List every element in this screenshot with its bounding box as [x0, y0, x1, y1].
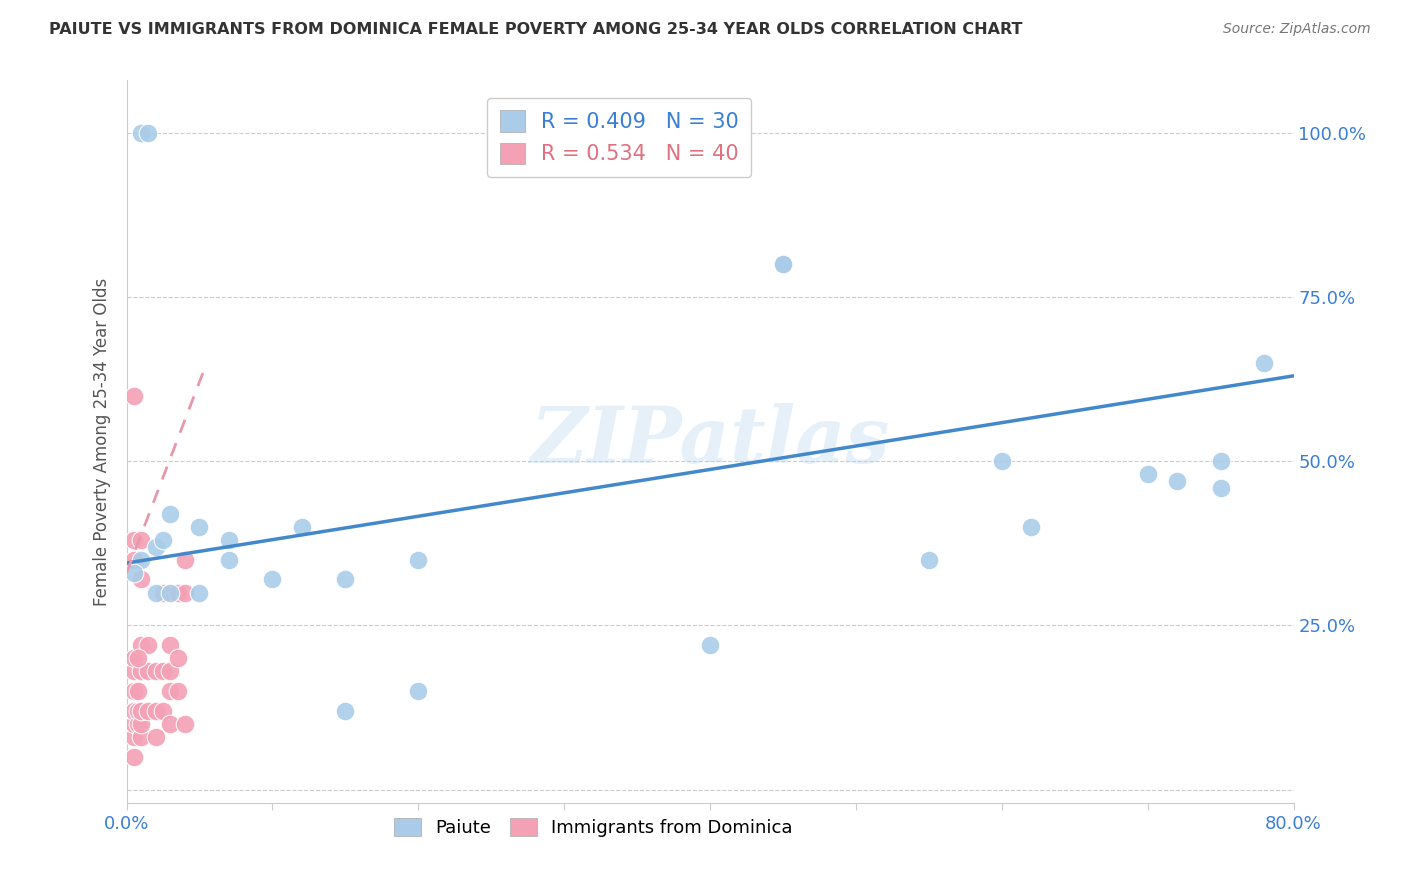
Point: [122, 553, 145, 567]
Point: [159, 507, 181, 521]
Point: [129, 665, 152, 679]
Point: [145, 585, 167, 599]
Point: [138, 126, 160, 140]
Point: [159, 717, 181, 731]
Point: [159, 585, 181, 599]
Point: [122, 704, 145, 718]
Point: [990, 454, 1012, 468]
Point: [129, 573, 152, 587]
Point: [408, 684, 430, 698]
Point: [188, 520, 211, 534]
Point: [145, 540, 167, 554]
Point: [918, 553, 941, 567]
Point: [129, 717, 152, 731]
Point: [159, 638, 181, 652]
Point: [152, 704, 174, 718]
Point: [335, 573, 357, 587]
Point: [122, 717, 145, 731]
Point: [138, 638, 160, 652]
Point: [152, 533, 174, 547]
Point: [122, 388, 145, 402]
Point: [122, 730, 145, 744]
Point: [699, 638, 721, 652]
Text: Source: ZipAtlas.com: Source: ZipAtlas.com: [1223, 22, 1371, 37]
Point: [1209, 481, 1232, 495]
Point: [122, 651, 145, 665]
Point: [122, 684, 145, 698]
Point: [218, 533, 240, 547]
Point: [290, 520, 312, 534]
Point: [145, 730, 167, 744]
Point: [129, 704, 152, 718]
Point: [166, 651, 188, 665]
Point: [174, 717, 197, 731]
Point: [159, 665, 181, 679]
Point: [408, 553, 430, 567]
Point: [127, 704, 149, 718]
Point: [772, 257, 794, 271]
Point: [145, 665, 167, 679]
Point: [129, 730, 152, 744]
Point: [166, 585, 188, 599]
Point: [129, 533, 152, 547]
Point: [1019, 520, 1042, 534]
Point: [335, 704, 357, 718]
Point: [1166, 474, 1188, 488]
Point: [152, 585, 174, 599]
Point: [188, 585, 211, 599]
Point: [122, 749, 145, 764]
Point: [129, 638, 152, 652]
Point: [152, 665, 174, 679]
Text: ZIPatlas: ZIPatlas: [530, 403, 890, 480]
Point: [129, 126, 152, 140]
Point: [174, 553, 197, 567]
Point: [122, 533, 145, 547]
Point: [122, 566, 145, 580]
Point: [122, 665, 145, 679]
Point: [129, 553, 152, 567]
Point: [1209, 454, 1232, 468]
Point: [145, 704, 167, 718]
Point: [1253, 356, 1275, 370]
Point: [127, 684, 149, 698]
Point: [174, 585, 197, 599]
Point: [138, 704, 160, 718]
Y-axis label: Female Poverty Among 25-34 Year Olds: Female Poverty Among 25-34 Year Olds: [93, 277, 111, 606]
Point: [159, 684, 181, 698]
Point: [1136, 467, 1159, 482]
Point: [127, 717, 149, 731]
Point: [138, 665, 160, 679]
Legend: Paiute, Immigrants from Dominica: Paiute, Immigrants from Dominica: [387, 811, 800, 845]
Point: [262, 573, 284, 587]
Point: [127, 651, 149, 665]
Text: PAIUTE VS IMMIGRANTS FROM DOMINICA FEMALE POVERTY AMONG 25-34 YEAR OLDS CORRELAT: PAIUTE VS IMMIGRANTS FROM DOMINICA FEMAL…: [49, 22, 1022, 37]
Point: [166, 684, 188, 698]
Point: [772, 257, 794, 271]
Point: [218, 553, 240, 567]
